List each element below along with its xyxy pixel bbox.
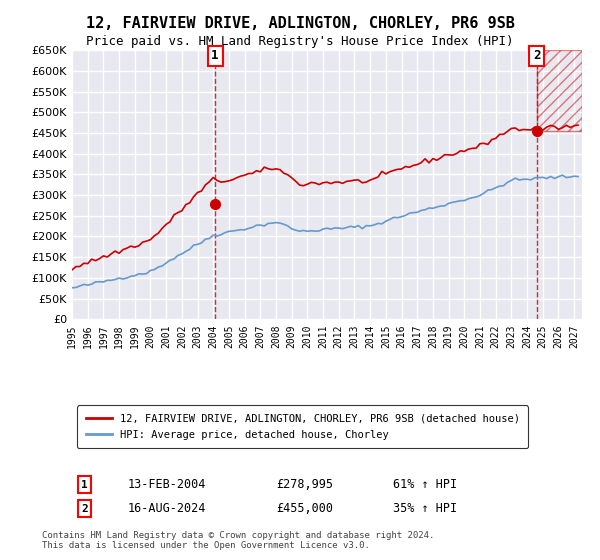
Text: 16-AUG-2024: 16-AUG-2024 [128, 502, 206, 515]
Text: £278,995: £278,995 [276, 478, 333, 491]
Text: 2: 2 [533, 49, 541, 62]
Text: 35% ↑ HPI: 35% ↑ HPI [394, 502, 457, 515]
Text: Price paid vs. HM Land Registry's House Price Index (HPI): Price paid vs. HM Land Registry's House … [86, 35, 514, 48]
Text: 1: 1 [211, 49, 219, 62]
Text: 13-FEB-2004: 13-FEB-2004 [128, 478, 206, 491]
Text: 1: 1 [82, 479, 88, 489]
Text: £455,000: £455,000 [276, 502, 333, 515]
Text: 2: 2 [82, 503, 88, 514]
Legend: 12, FAIRVIEW DRIVE, ADLINGTON, CHORLEY, PR6 9SB (detached house), HPI: Average p: 12, FAIRVIEW DRIVE, ADLINGTON, CHORLEY, … [77, 405, 528, 449]
Text: Contains HM Land Registry data © Crown copyright and database right 2024.
This d: Contains HM Land Registry data © Crown c… [42, 530, 434, 550]
Text: 12, FAIRVIEW DRIVE, ADLINGTON, CHORLEY, PR6 9SB: 12, FAIRVIEW DRIVE, ADLINGTON, CHORLEY, … [86, 16, 514, 31]
Text: 61% ↑ HPI: 61% ↑ HPI [394, 478, 457, 491]
